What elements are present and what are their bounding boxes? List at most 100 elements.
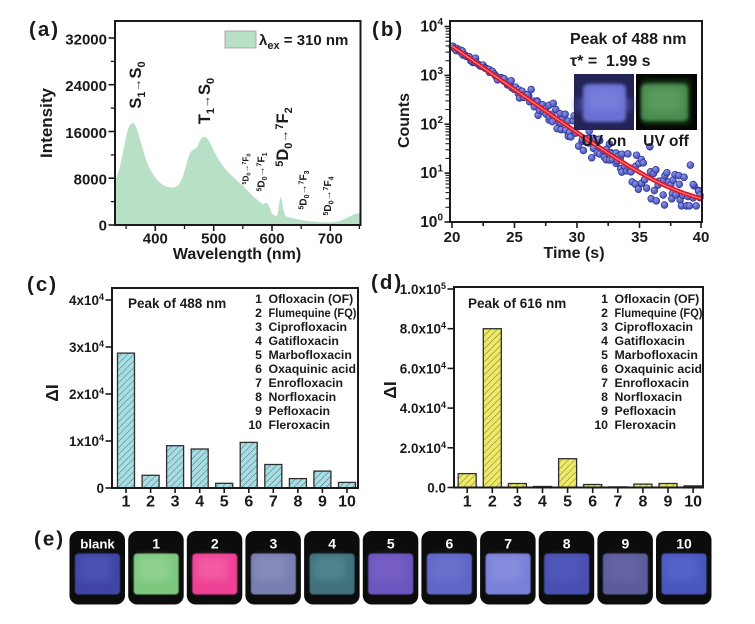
svg-text:10: 10 bbox=[338, 494, 356, 511]
svg-text:103: 103 bbox=[420, 66, 443, 85]
svg-text:9: 9 bbox=[255, 404, 262, 418]
svg-text:1: 1 bbox=[255, 292, 262, 306]
svg-text:40: 40 bbox=[693, 229, 710, 246]
svg-text:10: 10 bbox=[676, 536, 692, 552]
svg-text:Oxaquinic acid: Oxaquinic acid bbox=[269, 362, 356, 376]
svg-text:Marbofloxacin: Marbofloxacin bbox=[615, 348, 698, 362]
svg-text:2.0x104: 2.0x104 bbox=[400, 440, 446, 456]
svg-text:1: 1 bbox=[463, 494, 472, 511]
svg-text:Intensity: Intensity bbox=[37, 88, 56, 158]
svg-text:6: 6 bbox=[446, 536, 454, 552]
svg-text:500: 500 bbox=[201, 231, 226, 248]
svg-text:5D0→7F4: 5D0→7F4 bbox=[323, 176, 336, 215]
svg-text:(b): (b) bbox=[372, 18, 404, 41]
svg-text:Ofloxacin (OF): Ofloxacin (OF) bbox=[615, 292, 700, 306]
svg-text:4: 4 bbox=[601, 334, 608, 348]
svg-text:Wavelength (nm): Wavelength (nm) bbox=[173, 246, 301, 263]
svg-text:1.0x105: 1.0x105 bbox=[400, 281, 446, 297]
svg-text:3x104: 3x104 bbox=[69, 339, 104, 355]
svg-text:9: 9 bbox=[664, 494, 673, 511]
svg-text:1x104: 1x104 bbox=[69, 433, 104, 449]
svg-text:Ciprofloxacin: Ciprofloxacin bbox=[615, 320, 694, 334]
svg-text:6: 6 bbox=[601, 362, 608, 376]
svg-text:Peak of 616 nm: Peak of 616 nm bbox=[468, 296, 566, 311]
svg-text:4x104: 4x104 bbox=[69, 292, 104, 308]
svg-text:16000: 16000 bbox=[65, 125, 107, 142]
svg-text:Marbofloxacin: Marbofloxacin bbox=[269, 348, 352, 362]
svg-text:2: 2 bbox=[211, 536, 219, 552]
svg-text:6: 6 bbox=[244, 494, 253, 511]
svg-text:Norfloxacin: Norfloxacin bbox=[615, 390, 683, 404]
svg-text:1: 1 bbox=[601, 292, 608, 306]
svg-text:8: 8 bbox=[293, 494, 302, 511]
svg-text:4: 4 bbox=[538, 494, 547, 511]
svg-text:8000: 8000 bbox=[74, 172, 107, 189]
svg-text:ΔI: ΔI bbox=[42, 384, 62, 401]
svg-text:(d): (d) bbox=[371, 271, 403, 294]
svg-text:35: 35 bbox=[631, 229, 648, 246]
svg-text:10: 10 bbox=[684, 494, 702, 511]
svg-text:2: 2 bbox=[601, 306, 608, 320]
svg-text:S1→S0: S1→S0 bbox=[127, 61, 148, 108]
svg-text:9: 9 bbox=[318, 494, 327, 511]
svg-text:400: 400 bbox=[143, 231, 168, 248]
svg-text:7: 7 bbox=[613, 494, 622, 511]
svg-text:2x104: 2x104 bbox=[69, 386, 104, 402]
svg-text:8: 8 bbox=[601, 390, 608, 404]
svg-text:Fleroxacin: Fleroxacin bbox=[269, 418, 331, 432]
svg-text:8: 8 bbox=[563, 536, 571, 552]
svg-text:Ofloxacin (OF): Ofloxacin (OF) bbox=[269, 292, 354, 306]
svg-text:20: 20 bbox=[444, 229, 461, 246]
svg-text:Norfloxacin: Norfloxacin bbox=[269, 390, 337, 404]
svg-text:Counts: Counts bbox=[396, 93, 413, 148]
svg-text:Fleroxacin: Fleroxacin bbox=[615, 418, 677, 432]
svg-text:24000: 24000 bbox=[65, 78, 107, 95]
svg-text:700: 700 bbox=[318, 231, 343, 248]
svg-text:101: 101 bbox=[420, 164, 443, 183]
svg-text:Gatifloxacin: Gatifloxacin bbox=[269, 334, 339, 348]
svg-text:blank: blank bbox=[80, 537, 115, 552]
svg-text:Pefloxacin: Pefloxacin bbox=[269, 404, 331, 418]
svg-text:1: 1 bbox=[122, 494, 131, 511]
svg-text:Peak of 488 nm: Peak of 488 nm bbox=[570, 31, 687, 48]
svg-text:(e): (e) bbox=[34, 528, 65, 551]
svg-text:ΔI: ΔI bbox=[380, 381, 400, 398]
svg-text:Pefloxacin: Pefloxacin bbox=[615, 404, 677, 418]
svg-text:30: 30 bbox=[569, 229, 586, 246]
svg-text:5: 5 bbox=[255, 348, 262, 362]
svg-text:9: 9 bbox=[601, 404, 608, 418]
svg-text:Time (s): Time (s) bbox=[543, 245, 604, 262]
svg-text:9: 9 bbox=[622, 536, 630, 552]
svg-text:T1→S0: T1→S0 bbox=[196, 78, 217, 124]
svg-text:5D0→7F0: 5D0→7F0 bbox=[242, 154, 253, 185]
svg-text:4: 4 bbox=[195, 494, 204, 511]
svg-text:3: 3 bbox=[513, 494, 522, 511]
svg-text:6: 6 bbox=[255, 362, 262, 376]
svg-text:5: 5 bbox=[563, 494, 572, 511]
svg-text:3: 3 bbox=[270, 536, 278, 552]
svg-text:Peak of 488 nm: Peak of 488 nm bbox=[128, 296, 226, 311]
svg-text:7: 7 bbox=[269, 494, 278, 511]
svg-text:Flumequine (FQ): Flumequine (FQ) bbox=[615, 306, 703, 320]
svg-text:600: 600 bbox=[259, 231, 284, 248]
svg-text:25: 25 bbox=[506, 229, 523, 246]
svg-text:2: 2 bbox=[255, 306, 262, 320]
svg-text:4.0x104: 4.0x104 bbox=[400, 400, 446, 416]
svg-text:λex = 310 nm: λex = 310 nm bbox=[259, 32, 348, 52]
svg-text:Enrofloxacin: Enrofloxacin bbox=[269, 376, 343, 390]
svg-text:7: 7 bbox=[504, 536, 512, 552]
svg-text:0.0: 0.0 bbox=[427, 481, 446, 496]
svg-text:104: 104 bbox=[420, 17, 443, 36]
svg-text:2: 2 bbox=[488, 494, 497, 511]
svg-text:Ciprofloxacin: Ciprofloxacin bbox=[269, 320, 348, 334]
svg-text:Enrofloxacin: Enrofloxacin bbox=[615, 376, 689, 390]
svg-text:UV on: UV on bbox=[582, 133, 627, 150]
svg-text:Gatifloxacin: Gatifloxacin bbox=[615, 334, 685, 348]
svg-text:8: 8 bbox=[638, 494, 647, 511]
svg-text:5: 5 bbox=[220, 494, 229, 511]
svg-text:3: 3 bbox=[601, 320, 608, 334]
svg-text:UV off: UV off bbox=[643, 133, 689, 150]
svg-text:102: 102 bbox=[420, 115, 443, 134]
svg-text:6: 6 bbox=[588, 494, 597, 511]
svg-text:Oxaquinic acid: Oxaquinic acid bbox=[615, 362, 702, 376]
